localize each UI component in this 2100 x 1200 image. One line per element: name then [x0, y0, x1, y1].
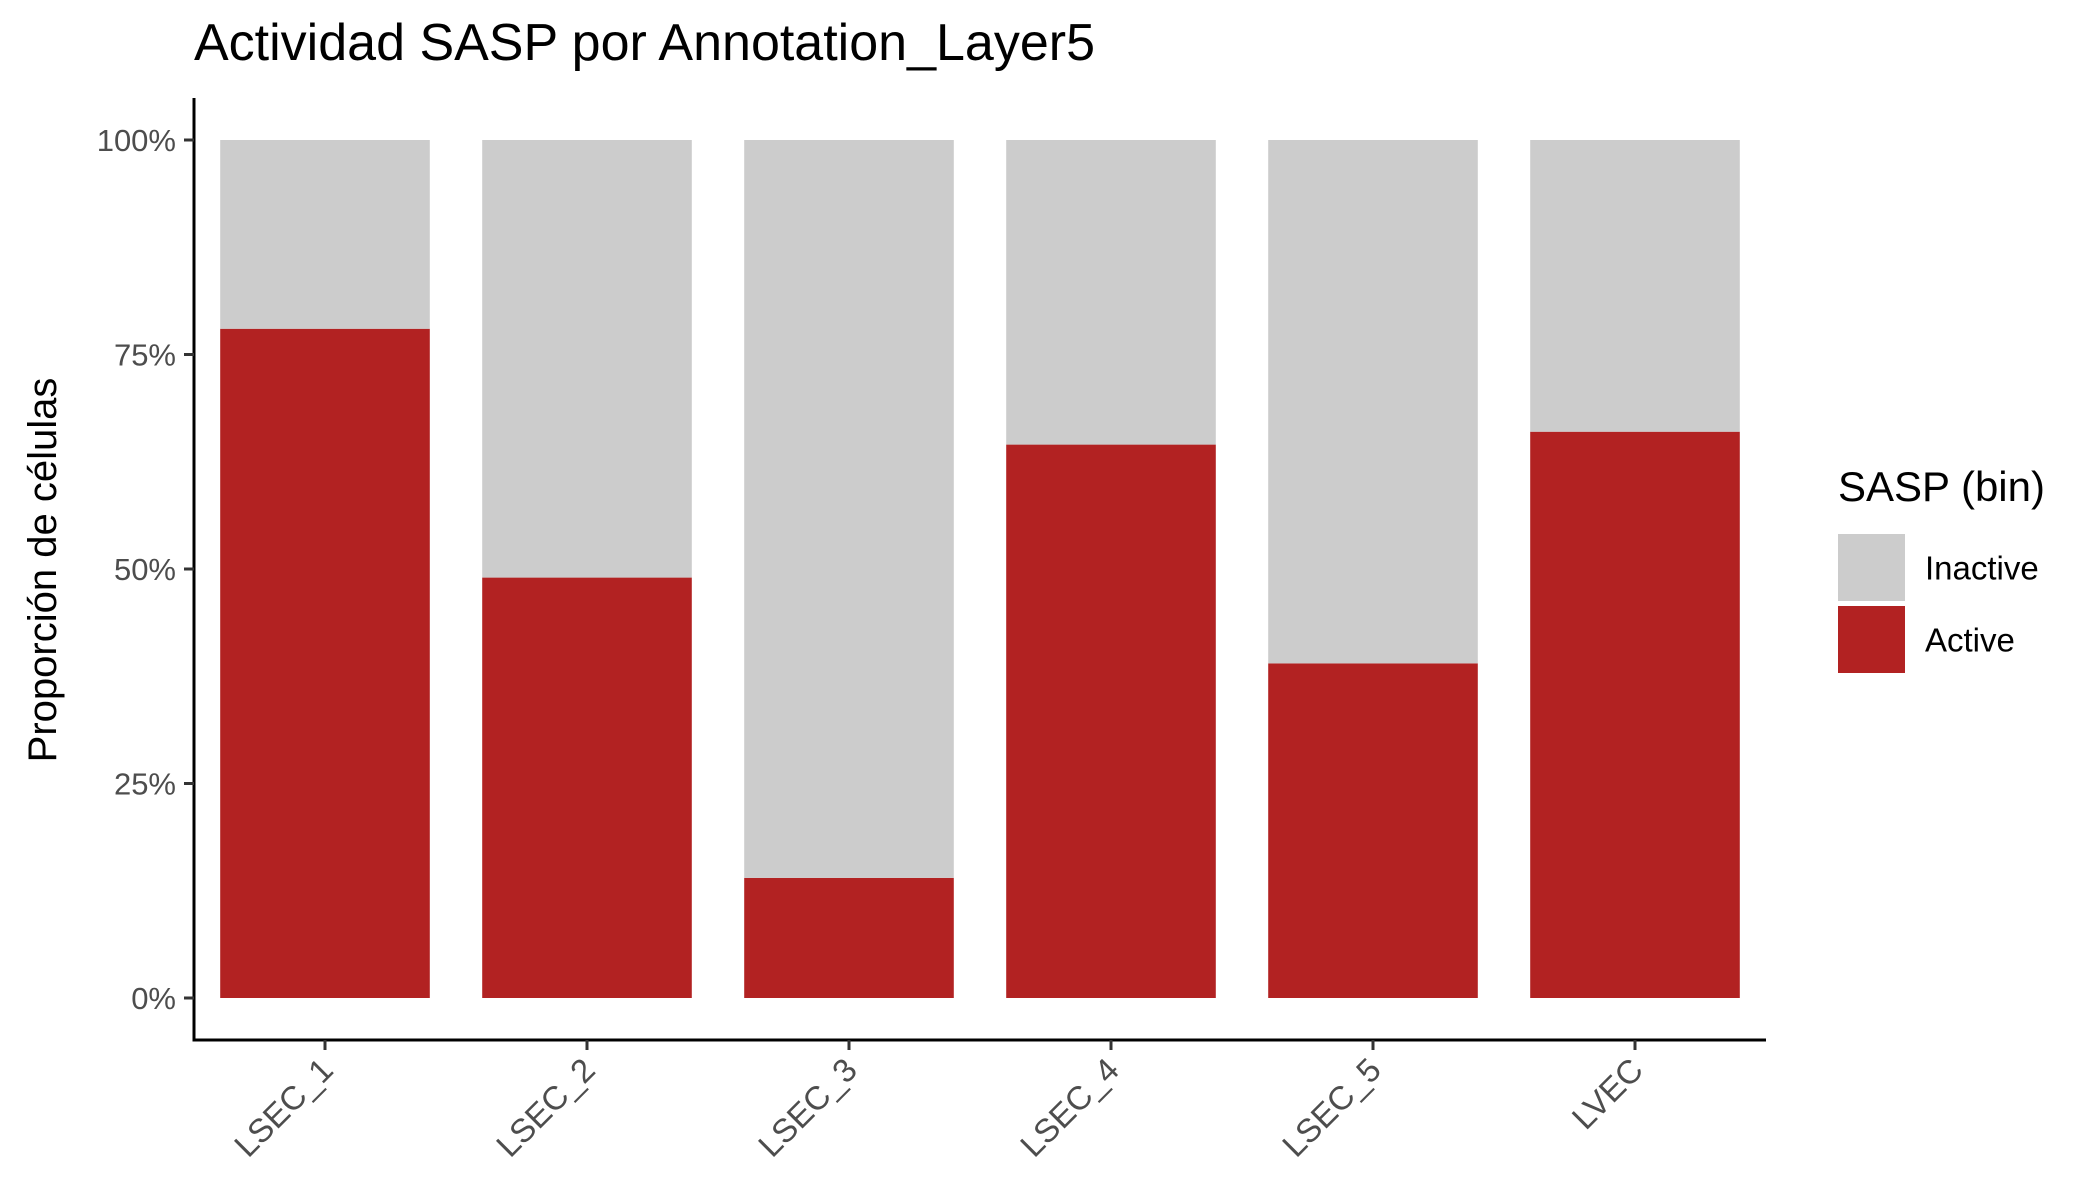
legend-key-inactive	[1838, 534, 1905, 601]
y-tick-label: 100%	[97, 123, 176, 158]
x-tick-label: LSEC_4	[1013, 1051, 1126, 1164]
bar-inactive-lsec_2	[482, 140, 692, 578]
y-tick-label: 25%	[114, 767, 176, 802]
bar-inactive-lsec_1	[220, 140, 430, 329]
y-axis: 0% 25% 50% 75% 100%	[97, 98, 196, 1042]
bar-active-lsec_4	[1006, 444, 1216, 999]
bar-active-lsec_1	[220, 328, 430, 998]
y-tick-label: 50%	[114, 552, 176, 587]
x-tick-label: LSEC_5	[1275, 1051, 1388, 1164]
bars-group	[220, 140, 1740, 999]
bar-active-lvec	[1530, 431, 1740, 999]
legend-title: SASP (bin)	[1838, 463, 2045, 510]
x-tick-label: LSEC_2	[489, 1051, 602, 1164]
y-axis-label: Proporción de células	[21, 378, 65, 763]
bar-active-lsec_5	[1268, 663, 1478, 998]
bar-inactive-lvec	[1530, 140, 1740, 432]
legend-key-active	[1838, 606, 1905, 673]
chart-title: Actividad SASP por Annotation_Layer5	[194, 14, 1095, 72]
x-tick-label: LVEC	[1565, 1051, 1650, 1136]
y-tick-label: 75%	[114, 338, 176, 373]
legend-label-active: Active	[1925, 622, 2015, 659]
y-tick-label: 0%	[131, 981, 176, 1016]
bar-inactive-lsec_3	[744, 140, 954, 878]
legend-label-inactive: Inactive	[1925, 550, 2039, 587]
bar-active-lsec_2	[482, 577, 692, 998]
bar-inactive-lsec_5	[1268, 140, 1478, 664]
x-axis: LSEC_1 LSEC_2 LSEC_3 LSEC_4 LSEC_5 LVEC	[192, 1038, 1766, 1164]
bar-inactive-lsec_4	[1006, 140, 1216, 445]
legend: SASP (bin) Inactive Active	[1838, 463, 2045, 673]
bar-active-lsec_3	[744, 877, 954, 998]
x-tick-label: LSEC_3	[751, 1051, 864, 1164]
x-tick-label: LSEC_1	[227, 1051, 340, 1164]
